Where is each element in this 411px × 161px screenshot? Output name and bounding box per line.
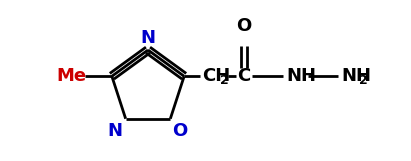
Text: N: N xyxy=(141,29,155,47)
Text: O: O xyxy=(172,122,187,140)
Text: N: N xyxy=(108,122,122,140)
Text: NH: NH xyxy=(341,67,371,85)
Text: 2: 2 xyxy=(359,74,368,87)
Text: O: O xyxy=(236,17,252,35)
Text: CH: CH xyxy=(202,67,231,85)
Text: Me: Me xyxy=(57,67,87,85)
Text: NH: NH xyxy=(286,67,316,85)
Text: 2: 2 xyxy=(220,74,229,87)
Text: C: C xyxy=(238,67,251,85)
